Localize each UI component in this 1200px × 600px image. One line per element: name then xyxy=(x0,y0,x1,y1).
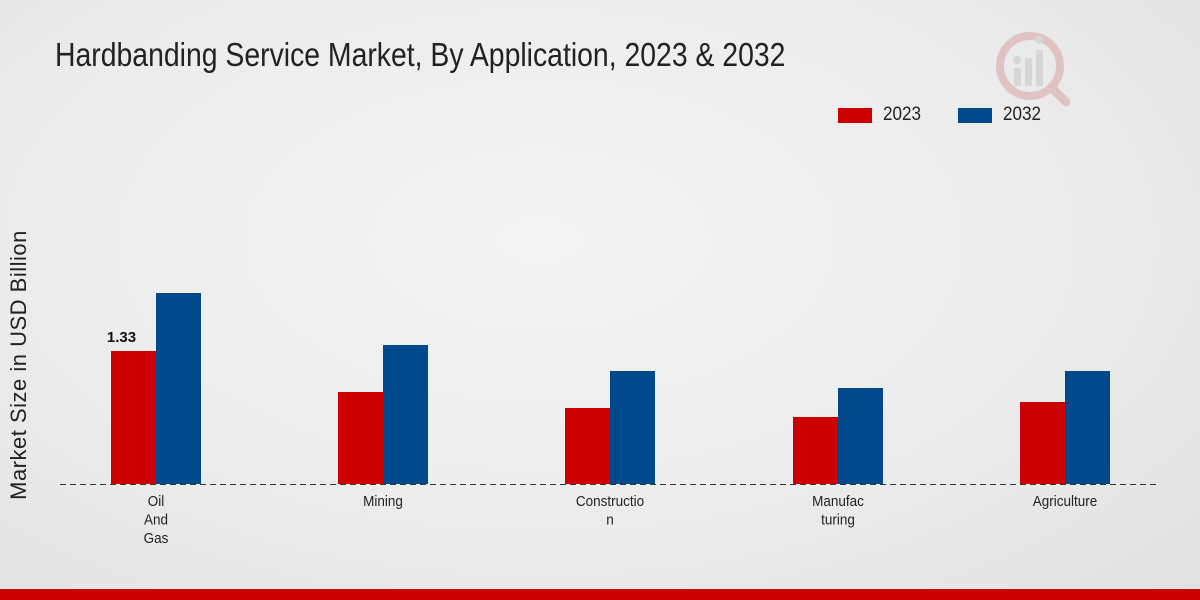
bar-2032-3 xyxy=(838,388,883,484)
legend-label-2032: 2032 xyxy=(1003,104,1042,125)
legend-label-2023: 2023 xyxy=(883,104,922,125)
bar-2023-2 xyxy=(565,408,610,484)
bottom-accent-bar xyxy=(0,589,1200,600)
bar-2032-4 xyxy=(1065,371,1110,484)
brand-logo-icon xyxy=(996,32,1071,107)
bar-2023-4 xyxy=(1020,402,1065,484)
x-tick-label-1: Mining xyxy=(363,493,403,510)
bar-2023-0 xyxy=(111,351,156,484)
bar-2023-1 xyxy=(338,392,383,484)
legend-swatch-2023 xyxy=(838,107,872,123)
bar-2032-1 xyxy=(383,345,428,484)
legend-item-2023: 2023 xyxy=(838,104,925,126)
bar-2032-2 xyxy=(610,371,655,484)
x-tick-label-4: Agriculture xyxy=(1033,493,1098,510)
x-tick-label-0: Oil And Gas xyxy=(144,493,169,547)
legend-item-2032: 2032 xyxy=(958,104,1045,126)
chart-title: Hardbanding Service Market, By Applicati… xyxy=(55,36,786,73)
bar-2032-0 xyxy=(156,293,201,484)
x-tick-label-2: Constructio n xyxy=(576,493,644,528)
bar-2023-3 xyxy=(793,417,838,484)
data-label-0: 1.33 xyxy=(107,329,136,346)
legend-swatch-2032 xyxy=(958,107,992,123)
x-tick-label-3: Manufac turing xyxy=(812,493,864,528)
